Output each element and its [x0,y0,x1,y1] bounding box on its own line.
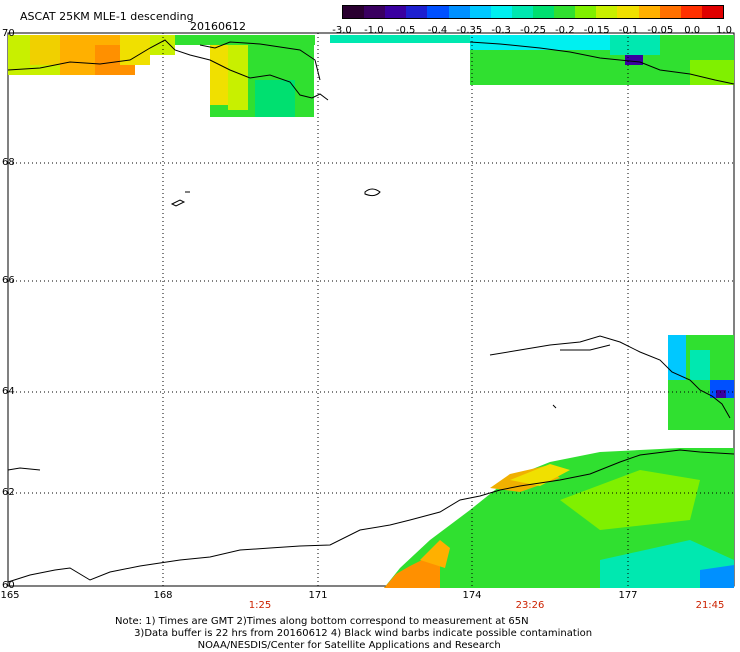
lon-label-171: 171 [308,590,328,601]
lat-label-64: 64 [2,386,15,397]
color-scale-label: -3.0 [332,25,352,36]
color-scale-segment [532,6,555,18]
graticule [8,33,734,586]
note-line-1: Note: 1) Times are GMT 2)Times along bot… [115,616,529,627]
lon-label-177: 177 [618,590,638,601]
footnotes: Note: 1) Times are GMT 2)Times along bot… [115,616,592,652]
swath-southeast [384,448,734,588]
color-scale-segment [701,6,723,18]
color-scale-label: -0.5 [395,25,416,36]
color-scale-label: -0.05 [647,25,674,36]
map-frame [7,32,735,587]
coastline [7,39,735,583]
swath-northeast [330,35,734,85]
color-scale-segment [680,6,702,18]
color-scale-segment [406,6,428,18]
color-scale-label: -0.4 [427,25,448,36]
color-scale-label: -0.2 [555,25,575,36]
time-label-2: 23:26 [515,600,545,611]
map-date: 20160612 [190,20,246,33]
lat-label-66: 66 [2,275,15,286]
lon-label-168: 168 [153,590,173,601]
color-scale-segment [343,6,365,18]
color-scale-segment [638,6,660,18]
lat-label-70: 70 [2,28,15,39]
swath-east-mid [668,335,734,430]
time-label-3: 21:45 [695,600,725,611]
lat-label-68: 68 [2,157,15,168]
note-line-3: NOAA/NESDIS/Center for Satellite Applica… [115,640,501,651]
color-scale-label: -0.3 [491,25,511,36]
color-scale-segment [554,6,576,18]
color-scale-label: -0.25 [520,25,546,36]
color-scale-segment [659,6,681,18]
color-scale-segment [596,6,618,18]
color-scale-segment [364,6,386,18]
color-scale-label: -0.1 [618,25,639,36]
swath-northwest [8,35,175,75]
swath-north-center [175,35,315,117]
color-scale-labels: -3.0 -1.0 -0.5 -0.4 -0.35 -0.3 -0.25 -0.2 -0.15-… [330,25,735,39]
note-line-2: 3)Data buffer is 22 hrs from 20160612 4)… [115,628,593,639]
color-scale-label: 1.0 [716,25,732,36]
color-scale-segment [469,6,491,18]
color-scale-bar [342,5,724,19]
lat-label-60: 60 [2,580,15,591]
color-scale-segment [575,6,597,18]
lon-label-174: 174 [462,590,482,601]
color-scale-segment [617,6,639,18]
color-scale-segment [511,6,533,18]
color-scale-segment [385,6,407,18]
color-scale-segment [490,6,512,18]
color-scale-label: 0.0 [684,25,701,36]
color-scale-segment [448,6,470,18]
lat-label-62: 62 [2,487,15,498]
color-scale-label: -0.35 [456,25,483,36]
map-title: ASCAT 25KM MLE-1 descending [20,10,194,23]
color-scale-label: -1.0 [364,25,384,36]
color-scale-segment [427,6,449,18]
color-scale-label: -0.15 [583,25,610,36]
time-label-1: 1:25 [248,600,272,611]
lon-label-165: 165 [0,590,20,601]
